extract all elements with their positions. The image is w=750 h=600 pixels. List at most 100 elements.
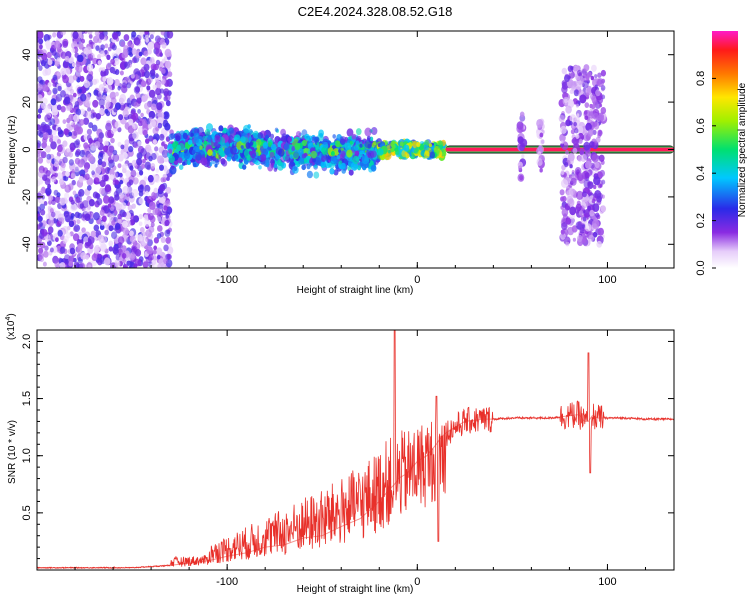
spectro-cell [64,211,69,218]
spectro-cell [60,51,67,59]
spectro-cell [560,140,564,145]
spectro-cell [155,73,159,79]
spectro-cell [165,186,172,194]
spectro-cell [143,176,148,182]
snr-y-ticks: 0.5 1.0 1.5 2.0 [21,334,674,560]
spectro-cell [76,54,83,62]
spectro-cell [69,120,74,126]
spectro-cell [66,148,71,153]
spectro-cell [75,108,82,116]
spectro-cell [80,93,87,102]
spectro-cell [319,133,324,138]
spectro-cell [139,170,144,176]
spectro-cell [153,187,158,194]
spectro-cell [42,124,48,131]
spectro-cell [59,178,65,185]
spectro-cell [588,111,595,119]
spectro-cell [570,129,576,135]
spectro-cell [37,140,42,148]
spectro-cell [126,82,132,89]
spectro-cell [600,69,607,77]
spectro-cell [165,100,171,107]
spectro-cell [78,43,84,50]
spectro-cell [90,109,95,114]
spectro-cell [133,37,141,46]
spectro-cell [187,139,193,145]
spectro-cell [575,203,582,212]
spectro-cell [87,31,93,35]
spectro-cell [68,75,75,84]
spectro-cell [142,129,148,136]
spectro-cell [150,63,157,71]
spectro-cell [52,87,58,95]
spectro-cell [206,153,213,162]
spectro-cell [45,145,51,153]
spectro-cell [62,75,69,84]
spectro-cell [120,144,125,150]
spectro-cell [214,163,218,168]
spectro-cell [135,258,142,267]
spectro-cell [119,70,124,76]
spectro-cell [591,153,599,163]
spectro-cell [114,69,120,75]
spectro-cell [565,217,572,225]
spectro-cell [599,103,603,108]
spectro-cell [151,259,157,265]
spectro-cell [43,34,50,42]
spectro-cell [583,64,590,72]
spectro-cell [68,114,74,121]
spectro-cell [596,240,602,248]
spectro-cell [110,128,116,135]
spectrogram-marks [37,31,674,268]
spectro-cell [172,142,177,148]
spectro-cell [87,53,94,61]
spectro-cell [346,128,354,137]
spectro-cell [301,164,307,171]
spectro-cell [560,232,566,240]
spectro-cell [57,126,62,132]
spectro-cell [98,132,105,139]
spectro-cell [145,229,152,238]
spectro-cell [150,152,157,161]
spectro-cell [70,172,76,179]
spectro-cell [167,253,172,260]
spectro-cell [108,225,114,232]
spectro-cell [144,161,151,170]
spectro-cell [213,141,219,147]
spectro-cell [138,197,144,205]
spectro-cell [128,118,134,126]
spectro-cell [100,44,105,51]
spectro-cell [120,41,126,48]
spectro-cell [112,153,120,162]
spectro-cell [321,155,327,162]
spectro-cell [262,142,269,149]
spectro-cell [138,51,143,57]
spectro-cell [242,164,247,170]
spectro-cell [66,123,71,129]
spectro-cell [86,46,92,54]
spectro-cell [65,186,70,191]
spectro-cell [521,154,525,159]
spectro-cell [87,235,95,245]
spectro-cell [202,135,207,141]
spectro-cell [132,131,139,140]
spectro-cell [577,155,583,162]
spectro-cell [183,149,188,154]
spectro-cell [96,197,103,206]
spectro-cell [109,174,115,181]
spectro-cell [41,194,45,200]
spectro-cell [145,144,152,153]
spectro-cell [598,154,605,162]
spectro-cell [148,110,156,120]
spectro-cell [159,164,164,171]
spectro-cell [346,149,353,158]
spectro-cell [269,151,275,158]
snr-panel: -100 0 100 0.5 1.0 1.5 2.0 Height of straight… [5,313,675,595]
spectro-cell [64,96,71,105]
spectro-cell [594,84,598,89]
colorbar-gradient [712,31,738,268]
spectro-cell [536,158,543,167]
spectro-cell [85,99,91,107]
spectro-cell [265,162,270,168]
spectro-cell [43,250,49,258]
